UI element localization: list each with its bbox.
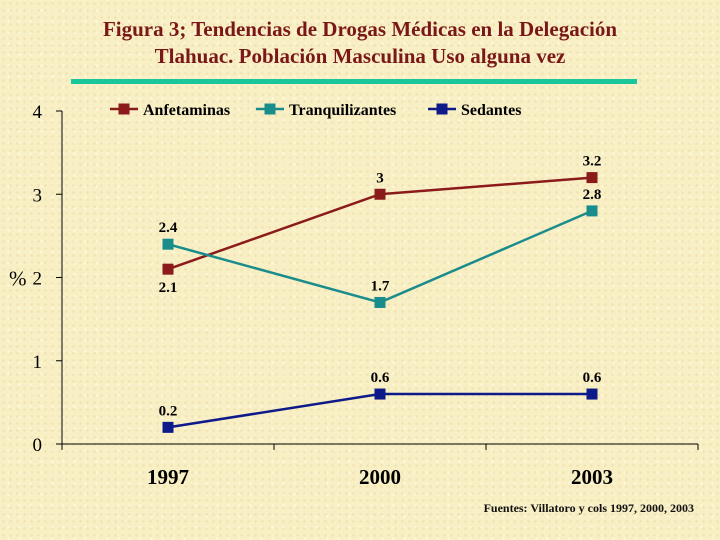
data-point (162, 263, 174, 275)
data-label: 0.6 (371, 370, 390, 386)
data-point (586, 205, 598, 217)
chart-title: Figura 3; Tendencias de Drogas Médicas e… (0, 16, 720, 70)
legend-marker (118, 103, 130, 115)
chart-title-line-1: Figura 3; Tendencias de Drogas Médicas e… (102, 17, 618, 41)
data-point (586, 388, 598, 400)
y-axis-label: % (9, 267, 27, 291)
data-label: 2.4 (159, 220, 178, 236)
data-point (374, 188, 386, 200)
data-label: 2.1 (159, 280, 178, 296)
y-tick-label: 2 (33, 269, 43, 290)
x-tick-label: 2000 (359, 465, 401, 489)
data-point (162, 421, 174, 433)
data-label: 1.7 (371, 278, 390, 294)
data-label: 2.8 (583, 187, 602, 203)
y-tick-label: 4 (33, 102, 43, 123)
legend-marker (264, 103, 276, 115)
legend-label: Tranquilizantes (289, 102, 396, 119)
data-point (374, 296, 386, 308)
data-point (586, 172, 598, 184)
data-label: 0.6 (583, 370, 602, 386)
data-label: 3 (376, 170, 384, 186)
y-tick-label: 1 (33, 352, 43, 373)
x-tick-label: 1997 (147, 465, 189, 489)
legend-label: Sedantes (461, 102, 521, 119)
title-underline (71, 79, 637, 84)
data-point (374, 388, 386, 400)
legend-marker (436, 103, 448, 115)
legend-label: Anfetaminas (143, 102, 230, 119)
data-label: 3.2 (583, 154, 602, 170)
source-note: Fuentes: Villatoro y cols 1997, 2000, 20… (483, 501, 694, 515)
x-tick-label: 2003 (571, 465, 613, 489)
chart-title-line-2: Tlahuac. Población Masculina Uso alguna … (154, 44, 566, 68)
data-point (162, 238, 174, 250)
data-label: 0.2 (159, 403, 178, 419)
y-tick-label: 3 (33, 185, 43, 206)
y-tick-label: 0 (33, 435, 43, 456)
